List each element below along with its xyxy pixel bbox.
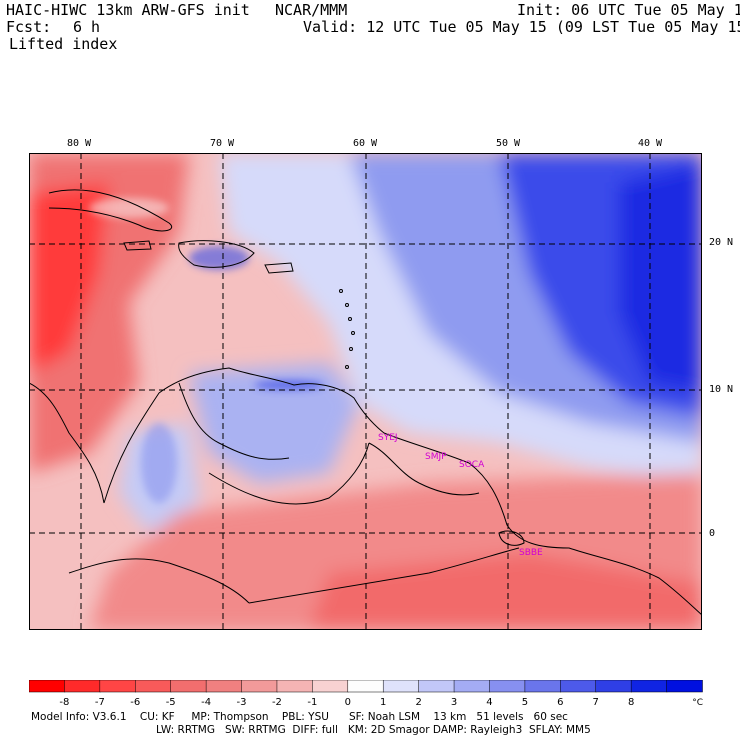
colorbar-swatch [666,680,703,693]
border-venezuela-colombia [178,382,290,460]
island-4 [351,331,355,335]
station-syej: SYEJ [378,433,398,443]
border-suriname [418,482,480,496]
forecast-hour: 6 h [73,18,101,36]
colorbar-tick-label: -1 [307,697,317,708]
island-5 [349,347,353,351]
field-patch-venezuela-coast [254,380,324,390]
colorbar-tick-label: -2 [272,697,282,708]
coast-marajo [498,530,525,546]
field-name: Lifted index [9,35,118,53]
colorbar-swatch [99,680,137,693]
colorbar-swatch [382,680,420,693]
field-patch-andes [141,423,177,503]
model-info-line2: LW: RRTMG SW: RRTMG DIFF: full KM: 2D Sm… [156,724,591,736]
coast-jamaica [123,240,152,251]
colorbar-swatch [418,680,455,693]
colorbar-swatch [170,680,207,693]
colorbar-tick-label: 8 [628,697,634,708]
field-patch-cuba [89,198,169,218]
colorbar-tick-label: 7 [593,697,599,708]
init-time: Init: 06 UTC Tue 05 May 15 [517,1,740,19]
colorbar-tick-label: -7 [95,697,105,708]
lat-label-0: 0 [709,528,716,539]
coast-cuba [48,189,172,232]
colorbar-tick-label: -3 [237,697,247,708]
field-unstable-core [29,183,109,373]
station-soca: SOCA [459,460,485,470]
lon-label-80w: 80 W [67,138,92,149]
organization: NCAR/MMM [275,1,348,19]
island-1 [339,289,343,293]
coast-north-sa [103,367,702,616]
colorbar-tick-label: 6 [557,697,563,708]
field-patch-hispaniola [189,246,249,270]
colorbar-tick-label: 2 [415,697,421,708]
colorbar-swatch [312,680,349,693]
colorbar-unit: °C [692,698,703,708]
colorbar-swatch [241,680,278,693]
field-stable-core [619,163,702,393]
colorbar-tick-label: 4 [486,697,492,708]
border-venezuela-brazil [208,442,370,505]
forecast-label: Fcst: [6,18,52,36]
colorbar-swatch [205,680,243,693]
colorbar-tick-label: 3 [451,697,457,708]
island-6 [345,365,349,369]
colorbar-swatch [347,680,384,693]
coast-hispaniola [178,240,255,268]
colorbar-tick-label: -4 [201,697,211,708]
lifted-index-map: SYEJ SMJP SOCA SBBE [29,153,702,630]
colorbar-tick-label: -8 [59,697,69,708]
field-unstable-southcore [309,553,702,630]
lat-label-20n: 20 N [709,237,734,248]
colorbar-swatch [64,680,101,693]
island-2 [345,303,349,307]
colorbar-swatch [630,680,668,693]
field-stable-inland [189,363,359,483]
colorbar-swatch [560,680,597,693]
colorbar-swatch [135,680,172,693]
valid-time: Valid: 12 UTC Tue 05 May 15 (09 LST Tue … [303,18,740,36]
station-sbbe: SBBE [519,548,543,558]
colorbar-swatch [276,680,314,693]
border-guyana [368,442,420,484]
lon-label-60w: 60 W [353,138,378,149]
colorbar-swatch [524,680,562,693]
coast-central-america [29,382,105,504]
colorbar-swatch [489,680,526,693]
lon-label-50w: 50 W [496,138,521,149]
river-amazon [248,547,520,604]
station-smjp: SMJP [425,452,447,462]
map-frame [29,153,702,630]
colorbar: -8 -7 -6 -5 -4 -3 -2 -1 0 1 2 3 4 5 6 7 8 °C [29,680,703,708]
island-3 [348,317,352,321]
lat-label-10n: 10 N [709,384,734,395]
model-title: HAIC-HIWC 13km ARW-GFS init [6,1,250,19]
lon-label-70w: 70 W [210,138,235,149]
colorbar-tick-label: -6 [130,697,140,708]
colorbar-tick-label: 5 [522,697,528,708]
colorbar-swatch [453,680,491,693]
coast-puerto-rico [264,262,294,274]
colorbar-swatch [29,680,66,693]
colorbar-tick-label: 1 [380,697,386,708]
lon-label-40w: 40 W [638,138,663,149]
border-brazil-peru [68,558,250,604]
colorbar-tick-label: 0 [345,697,351,708]
model-info-line1: Model Info: V3.6.1 CU: KF MP: Thompson P… [31,711,568,723]
colorbar-swatch [595,680,632,693]
colorbar-tick-label: -5 [166,697,176,708]
